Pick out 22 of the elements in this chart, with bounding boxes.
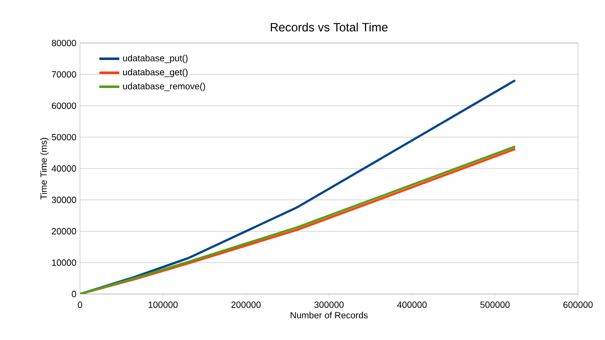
- y-tick-label: 20000: [52, 228, 76, 234]
- legend-label: udatabase_remove(): [123, 82, 206, 92]
- x-tick-label: 600000: [563, 302, 593, 308]
- x-tick-label: 300000: [314, 302, 344, 308]
- y-tick-label: 30000: [52, 196, 76, 204]
- legend-label: udatabase_get(): [123, 68, 188, 78]
- x-tick-label: 0: [78, 302, 82, 308]
- chart-title: Records vs Total Time: [270, 22, 388, 32]
- x-axis-title: Number of Records: [290, 312, 368, 318]
- x-tick-label: 500000: [480, 302, 510, 308]
- y-tick-label: 0: [72, 290, 76, 298]
- y-tick-label: 80000: [52, 40, 76, 46]
- legend-label: udatabase_put(): [123, 54, 188, 64]
- x-tick-label: 400000: [397, 302, 427, 308]
- y-tick-label: 50000: [52, 134, 76, 140]
- x-tick-label: 200000: [231, 302, 261, 308]
- y-tick-label: 70000: [52, 71, 76, 78]
- y-axis-title: Time Time (ms): [40, 138, 49, 200]
- x-tick-label: 100000: [148, 302, 178, 308]
- y-tick-label: 60000: [52, 102, 76, 109]
- y-tick-label: 10000: [52, 259, 76, 266]
- y-tick-label: 40000: [52, 165, 76, 172]
